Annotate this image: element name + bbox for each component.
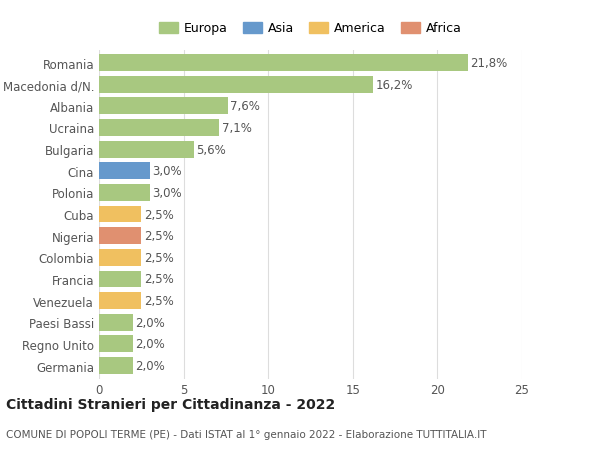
Text: Cittadini Stranieri per Cittadinanza - 2022: Cittadini Stranieri per Cittadinanza - 2…	[6, 397, 335, 411]
Bar	[99, 98, 227, 115]
Bar	[99, 141, 194, 158]
Legend: Europa, Asia, America, Africa: Europa, Asia, America, Africa	[154, 17, 467, 40]
Bar	[99, 55, 468, 72]
Bar	[99, 249, 142, 266]
Bar	[99, 292, 142, 309]
Text: COMUNE DI POPOLI TERME (PE) - Dati ISTAT al 1° gennaio 2022 - Elaborazione TUTTI: COMUNE DI POPOLI TERME (PE) - Dati ISTAT…	[6, 429, 487, 439]
Text: 2,5%: 2,5%	[144, 273, 173, 286]
Text: 16,2%: 16,2%	[376, 78, 413, 91]
Text: 3,0%: 3,0%	[152, 165, 182, 178]
Bar	[99, 206, 142, 223]
Bar	[99, 120, 219, 137]
Text: 2,0%: 2,0%	[136, 338, 165, 351]
Bar	[99, 163, 150, 180]
Text: 21,8%: 21,8%	[470, 57, 508, 70]
Text: 7,6%: 7,6%	[230, 100, 260, 113]
Text: 7,1%: 7,1%	[221, 122, 251, 134]
Bar	[99, 228, 142, 245]
Text: 2,5%: 2,5%	[144, 251, 173, 264]
Text: 3,0%: 3,0%	[152, 186, 182, 200]
Bar	[99, 314, 133, 331]
Bar	[99, 336, 133, 353]
Bar	[99, 271, 142, 288]
Text: 5,6%: 5,6%	[196, 143, 226, 157]
Text: 2,0%: 2,0%	[136, 316, 165, 329]
Bar	[99, 357, 133, 374]
Text: 2,5%: 2,5%	[144, 230, 173, 243]
Text: 2,5%: 2,5%	[144, 295, 173, 308]
Text: 2,0%: 2,0%	[136, 359, 165, 372]
Bar	[99, 185, 150, 202]
Text: 2,5%: 2,5%	[144, 208, 173, 221]
Bar	[99, 77, 373, 94]
